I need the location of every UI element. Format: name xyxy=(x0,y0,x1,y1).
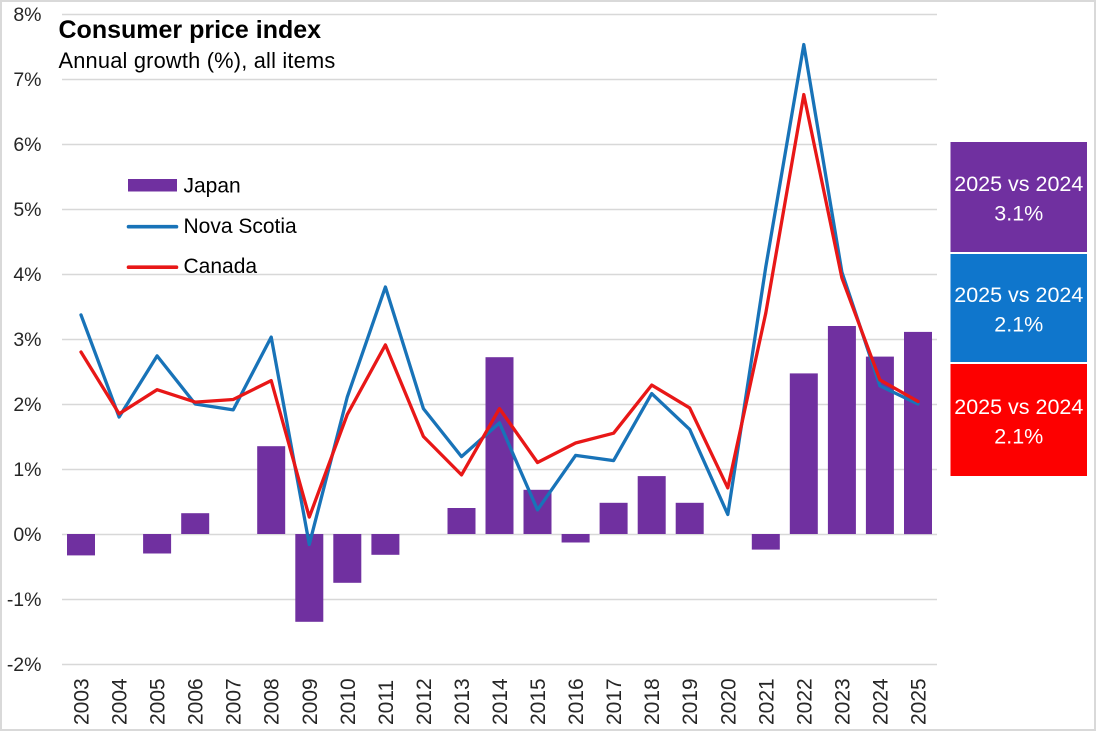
svg-text:2013: 2013 xyxy=(451,678,474,725)
svg-text:2005: 2005 xyxy=(147,678,170,725)
svg-text:0%: 0% xyxy=(13,524,41,546)
svg-text:2025: 2025 xyxy=(908,678,931,725)
svg-text:2023: 2023 xyxy=(831,678,854,725)
svg-text:2019: 2019 xyxy=(679,678,702,725)
svg-text:Japan: Japan xyxy=(184,175,241,198)
svg-text:2022: 2022 xyxy=(793,678,816,725)
svg-text:2017: 2017 xyxy=(603,678,626,725)
svg-text:2011: 2011 xyxy=(375,680,398,725)
svg-text:2025 vs 2024: 2025 vs 2024 xyxy=(954,395,1083,419)
svg-text:Nova Scotia: Nova Scotia xyxy=(184,215,298,238)
svg-text:2003: 2003 xyxy=(71,678,94,725)
svg-text:4%: 4% xyxy=(13,264,41,286)
svg-text:2016: 2016 xyxy=(565,678,588,725)
svg-text:2024: 2024 xyxy=(869,678,892,725)
svg-text:2020: 2020 xyxy=(717,678,740,725)
svg-text:Annual growth (%), all items: Annual growth (%), all items xyxy=(59,48,336,73)
svg-text:2009: 2009 xyxy=(299,678,322,725)
svg-text:2025 vs 2024: 2025 vs 2024 xyxy=(954,283,1083,307)
svg-text:-2%: -2% xyxy=(7,654,42,676)
svg-text:2021: 2021 xyxy=(755,678,778,725)
svg-text:6%: 6% xyxy=(13,134,41,156)
svg-text:2006: 2006 xyxy=(185,678,208,725)
svg-text:Canada: Canada xyxy=(184,255,258,278)
svg-text:8%: 8% xyxy=(13,4,41,26)
svg-text:7%: 7% xyxy=(13,69,41,91)
svg-text:2007: 2007 xyxy=(223,678,246,725)
svg-text:5%: 5% xyxy=(13,199,41,221)
svg-text:2.1%: 2.1% xyxy=(994,425,1043,449)
svg-text:3.1%: 3.1% xyxy=(994,202,1043,226)
svg-text:2018: 2018 xyxy=(641,678,664,725)
svg-text:2014: 2014 xyxy=(489,678,512,725)
svg-text:1%: 1% xyxy=(13,459,41,481)
svg-text:2010: 2010 xyxy=(337,678,360,725)
svg-text:Consumer price index: Consumer price index xyxy=(59,16,322,44)
svg-text:3%: 3% xyxy=(13,329,41,351)
svg-text:2004: 2004 xyxy=(109,678,132,725)
svg-text:2.1%: 2.1% xyxy=(994,313,1043,337)
svg-text:2%: 2% xyxy=(13,394,41,416)
svg-text:-1%: -1% xyxy=(7,589,42,611)
svg-text:2025 vs 2024: 2025 vs 2024 xyxy=(954,172,1083,196)
svg-text:2012: 2012 xyxy=(413,678,436,725)
svg-text:2008: 2008 xyxy=(261,678,284,725)
svg-text:2015: 2015 xyxy=(527,678,550,725)
